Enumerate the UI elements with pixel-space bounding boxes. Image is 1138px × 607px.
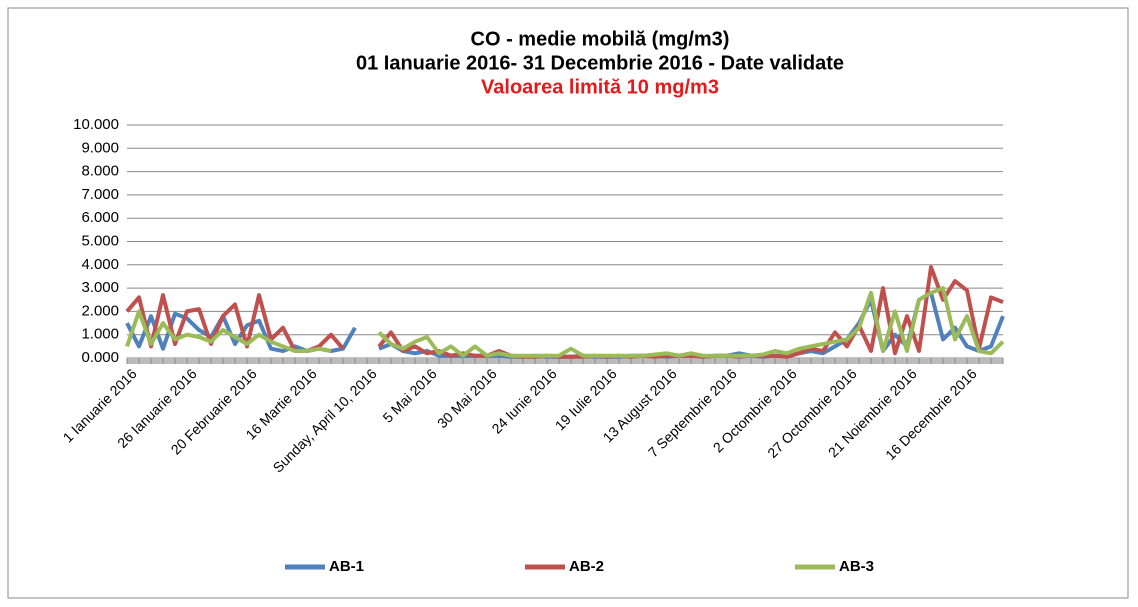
series-line <box>125 286 1005 358</box>
x-axis-band <box>127 358 1003 364</box>
y-tick-label: 5.000 <box>81 232 119 249</box>
chart-subtitle: 01 Ianuarie 2016- 31 Decembrie 2016 - Da… <box>356 52 844 74</box>
limit-annotation: Valoarea limită 10 mg/m3 <box>481 76 719 98</box>
legend-label: AB-3 <box>839 558 874 575</box>
chart-title: CO - medie mobilă (mg/m3) <box>471 28 730 50</box>
legend-label: AB-1 <box>329 558 364 575</box>
y-tick-label: 7.000 <box>81 186 119 203</box>
chart-frame <box>7 7 1129 599</box>
y-tick-label: 0.000 <box>81 349 119 366</box>
y-tick-label: 2.000 <box>81 302 119 319</box>
y-tick-label: 9.000 <box>81 139 119 156</box>
legend-label: AB-2 <box>569 558 604 575</box>
y-tick-label: 4.000 <box>81 256 119 273</box>
y-tick-label: 1.000 <box>81 326 119 343</box>
y-tick-label: 10.000 <box>73 116 119 133</box>
y-tick-label: 6.000 <box>81 209 119 226</box>
y-tick-label: 3.000 <box>81 279 119 296</box>
y-tick-label: 8.000 <box>81 163 119 180</box>
